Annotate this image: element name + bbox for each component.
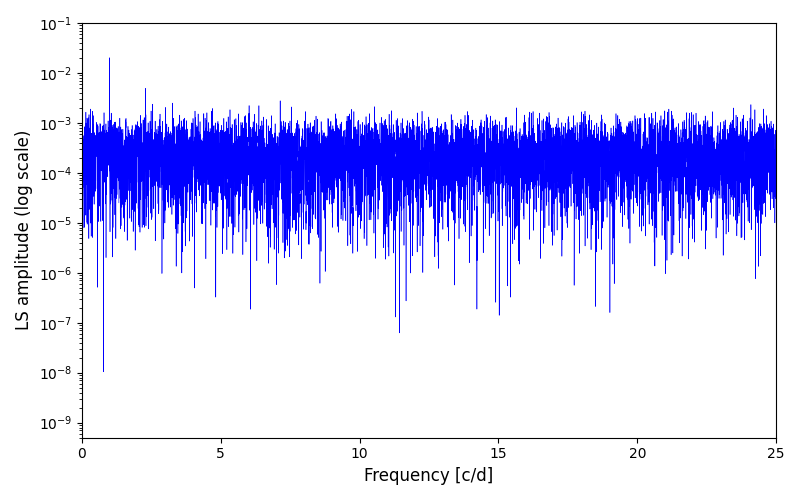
Y-axis label: LS amplitude (log scale): LS amplitude (log scale) [15, 130, 33, 330]
X-axis label: Frequency [c/d]: Frequency [c/d] [364, 467, 494, 485]
